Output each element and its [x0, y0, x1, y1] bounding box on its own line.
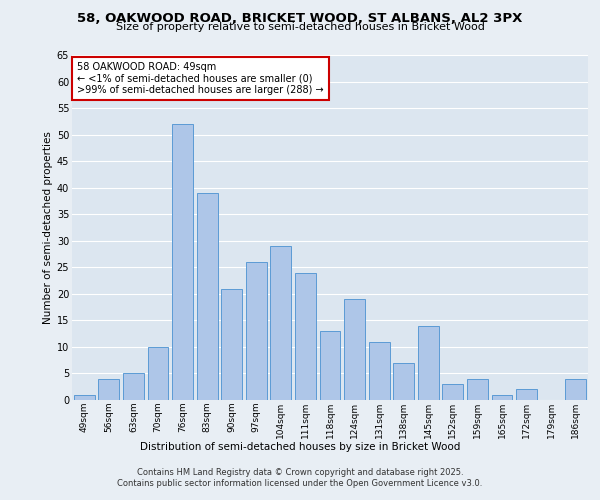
Bar	[271, 246, 292, 400]
Bar	[74, 394, 95, 400]
Text: Distribution of semi-detached houses by size in Bricket Wood: Distribution of semi-detached houses by …	[140, 442, 460, 452]
Bar	[246, 262, 267, 400]
Bar	[368, 342, 389, 400]
Y-axis label: Number of semi-detached properties: Number of semi-detached properties	[43, 131, 53, 324]
Bar	[467, 379, 488, 400]
Bar	[418, 326, 439, 400]
Bar	[148, 347, 169, 400]
Bar	[491, 394, 512, 400]
Bar	[516, 390, 537, 400]
Bar	[344, 299, 365, 400]
Bar	[393, 363, 414, 400]
Bar	[320, 331, 340, 400]
Bar	[442, 384, 463, 400]
Text: Contains HM Land Registry data © Crown copyright and database right 2025.
Contai: Contains HM Land Registry data © Crown c…	[118, 468, 482, 487]
Bar	[565, 379, 586, 400]
Text: 58, OAKWOOD ROAD, BRICKET WOOD, ST ALBANS, AL2 3PX: 58, OAKWOOD ROAD, BRICKET WOOD, ST ALBAN…	[77, 12, 523, 26]
Text: 58 OAKWOOD ROAD: 49sqm
← <1% of semi-detached houses are smaller (0)
>99% of sem: 58 OAKWOOD ROAD: 49sqm ← <1% of semi-det…	[77, 62, 324, 95]
Bar	[172, 124, 193, 400]
Bar	[221, 288, 242, 400]
Bar	[123, 374, 144, 400]
Bar	[295, 272, 316, 400]
Bar	[98, 379, 119, 400]
Bar	[197, 193, 218, 400]
Text: Size of property relative to semi-detached houses in Bricket Wood: Size of property relative to semi-detach…	[116, 22, 484, 32]
